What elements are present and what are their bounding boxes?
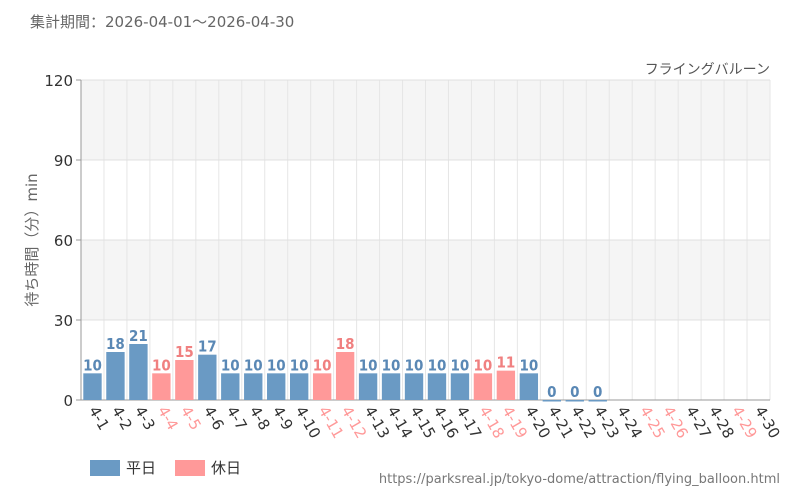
x-tick-label: 4-30 <box>751 403 784 441</box>
y-tick-label: 0 <box>63 392 73 410</box>
bar-value-label: 0 <box>593 383 602 401</box>
bar-4-7 <box>221 373 240 400</box>
bar-4-13 <box>358 373 378 400</box>
bar-value-label: 15 <box>175 343 194 361</box>
bar-4-3 <box>129 344 148 400</box>
x-tick-label: 4-3 <box>131 403 159 433</box>
bar-4-20 <box>519 373 539 400</box>
bar-value-label: 0 <box>570 383 579 401</box>
legend-holiday: 休日 <box>175 457 241 478</box>
y-tick-label: 60 <box>54 232 73 250</box>
bar-value-label: 11 <box>496 354 515 372</box>
bar-4-17 <box>450 373 470 400</box>
bar-value-label: 10 <box>519 356 538 374</box>
bar-value-label: 10 <box>267 356 286 374</box>
bar-value-label: 10 <box>405 356 424 374</box>
bar-4-12 <box>335 352 355 400</box>
bar-4-2 <box>106 352 125 400</box>
legend-holiday-label: 休日 <box>211 459 242 477</box>
x-tick-label: 4-5 <box>177 403 205 433</box>
attraction-name: フライングバルーン <box>645 62 770 78</box>
bar-4-6 <box>198 354 217 400</box>
bar-4-18 <box>473 373 493 400</box>
x-tick-label: 4-7 <box>223 403 251 433</box>
bar-4-1 <box>83 373 102 400</box>
x-tick-label: 4-1 <box>85 403 113 433</box>
bar-value-label: 18 <box>336 335 355 353</box>
bar-value-label: 10 <box>221 356 240 374</box>
legend-holiday-swatch <box>175 459 205 476</box>
bar-4-14 <box>381 373 401 400</box>
bar-value-label: 21 <box>129 327 148 345</box>
x-tick-label: 4-6 <box>200 403 228 433</box>
bar-4-10 <box>289 373 309 400</box>
bar-value-label: 10 <box>152 356 171 374</box>
bar-value-label: 10 <box>428 356 447 374</box>
legend-weekday-label: 平日 <box>126 459 157 477</box>
period-label: 集計期間：2026-04-01～2026-04-30 <box>30 13 295 31</box>
bar-4-8 <box>244 373 263 400</box>
legend-weekday: 平日 <box>90 457 156 478</box>
bar-4-15 <box>404 373 424 400</box>
bar-value-label: 10 <box>451 356 470 374</box>
source-url: https://parksreal.jp/tokyo-dome/attracti… <box>378 472 780 487</box>
bar-4-22 <box>565 400 584 402</box>
y-tick-label: 30 <box>54 312 73 330</box>
bar-4-21 <box>542 400 562 402</box>
bar-4-9 <box>267 373 286 400</box>
x-tick-label: 4-8 <box>246 403 274 433</box>
y-tick-label: 90 <box>54 152 73 170</box>
bar-value-label: 10 <box>474 356 493 374</box>
bar-value-label: 10 <box>83 356 102 374</box>
bar-4-11 <box>312 373 332 400</box>
bar-value-label: 10 <box>313 356 332 374</box>
bar-4-4 <box>152 373 171 400</box>
bar-4-5 <box>175 360 194 400</box>
y-axis-title: 待ち時間（分）min <box>23 173 41 306</box>
legend-weekday-swatch <box>90 459 120 476</box>
bar-value-label: 17 <box>198 338 217 356</box>
x-tick-label: 4-4 <box>154 403 182 433</box>
bar-value-label: 0 <box>547 383 556 401</box>
bar-value-label: 10 <box>359 356 378 374</box>
bar-value-label: 10 <box>382 356 401 374</box>
x-tick-label: 4-2 <box>108 403 136 433</box>
bar-4-23 <box>588 400 607 402</box>
bar-value-label: 10 <box>244 356 263 374</box>
x-tick-label: 4-9 <box>269 403 297 433</box>
bar-4-16 <box>427 373 447 400</box>
y-tick-label: 120 <box>44 72 73 90</box>
bar-4-19 <box>496 370 516 400</box>
bar-value-label: 18 <box>106 335 125 353</box>
bar-value-label: 10 <box>290 356 309 374</box>
